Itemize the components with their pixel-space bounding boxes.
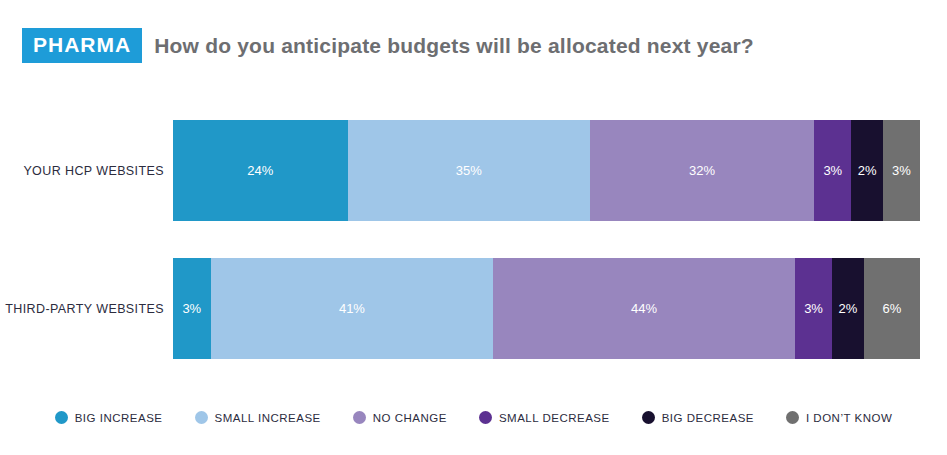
segment-value-label: 44% [631, 301, 657, 316]
legend-label: I DON’T KNOW [806, 412, 892, 424]
legend-label: BIG DECREASE [662, 412, 754, 424]
bar-segment: 3% [883, 120, 920, 221]
chart-row: YOUR HCP WEBSITES 24% 35% 32% 3% 2% 3% [0, 120, 920, 221]
legend-item: BIG DECREASE [642, 411, 754, 424]
legend-label: SMALL DECREASE [499, 412, 610, 424]
bar-segment: 2% [832, 258, 863, 359]
legend-label: BIG INCREASE [75, 412, 163, 424]
legend-item: SMALL DECREASE [479, 411, 610, 424]
segment-value-label: 3% [182, 301, 201, 316]
legend-item: I DON’T KNOW [786, 411, 892, 424]
stacked-bar-chart: YOUR HCP WEBSITES24%35%32%3%2%3%THIRD-PA… [0, 120, 920, 396]
bar-segment: 2% [851, 120, 882, 221]
legend-item: NO CHANGE [353, 411, 447, 424]
row-label: THIRD-PARTY WEBSITES [0, 258, 173, 359]
bar-segment: 3% [814, 120, 851, 221]
legend-swatch-icon [353, 411, 366, 424]
segment-value-label: 2% [839, 301, 858, 316]
segment-value-label: 3% [892, 163, 911, 178]
row-label: YOUR HCP WEBSITES [0, 120, 173, 221]
page-title: How do you anticipate budgets will be al… [154, 34, 754, 58]
segment-value-label: 35% [456, 163, 482, 178]
bar-segment: 3% [795, 258, 833, 359]
legend-swatch-icon [786, 411, 799, 424]
bar-segment: 6% [864, 258, 920, 359]
segment-value-label: 32% [689, 163, 715, 178]
chart-row: THIRD-PARTY WEBSITES 3% 41% 44% 3% 2% 6% [0, 258, 920, 359]
segment-value-label: 3% [823, 163, 842, 178]
stacked-bar: 3% 41% 44% 3% 2% 6% [173, 258, 920, 359]
bar-segment: 3% [173, 258, 211, 359]
legend-item: SMALL INCREASE [195, 411, 321, 424]
stacked-bar: 24% 35% 32% 3% 2% 3% [173, 120, 920, 221]
segment-value-label: 6% [882, 301, 901, 316]
legend-swatch-icon [642, 411, 655, 424]
bar-segment: 41% [211, 258, 494, 359]
segment-value-label: 41% [339, 301, 365, 316]
bar-segment: 32% [590, 120, 814, 221]
bar-segment: 24% [173, 120, 348, 221]
bar-segment: 35% [348, 120, 591, 221]
bar-segment: 44% [493, 258, 794, 359]
legend-label: SMALL INCREASE [215, 412, 321, 424]
segment-value-label: 3% [804, 301, 823, 316]
header: PHARMA How do you anticipate budgets wil… [22, 28, 754, 63]
legend-label: NO CHANGE [373, 412, 447, 424]
legend-swatch-icon [55, 411, 68, 424]
chart-legend: BIG INCREASE SMALL INCREASE NO CHANGE SMALL… [0, 411, 947, 424]
pharma-badge: PHARMA [22, 28, 142, 63]
segment-value-label: 2% [858, 163, 877, 178]
legend-swatch-icon [195, 411, 208, 424]
segment-value-label: 24% [247, 163, 273, 178]
legend-item: BIG INCREASE [55, 411, 163, 424]
legend-swatch-icon [479, 411, 492, 424]
